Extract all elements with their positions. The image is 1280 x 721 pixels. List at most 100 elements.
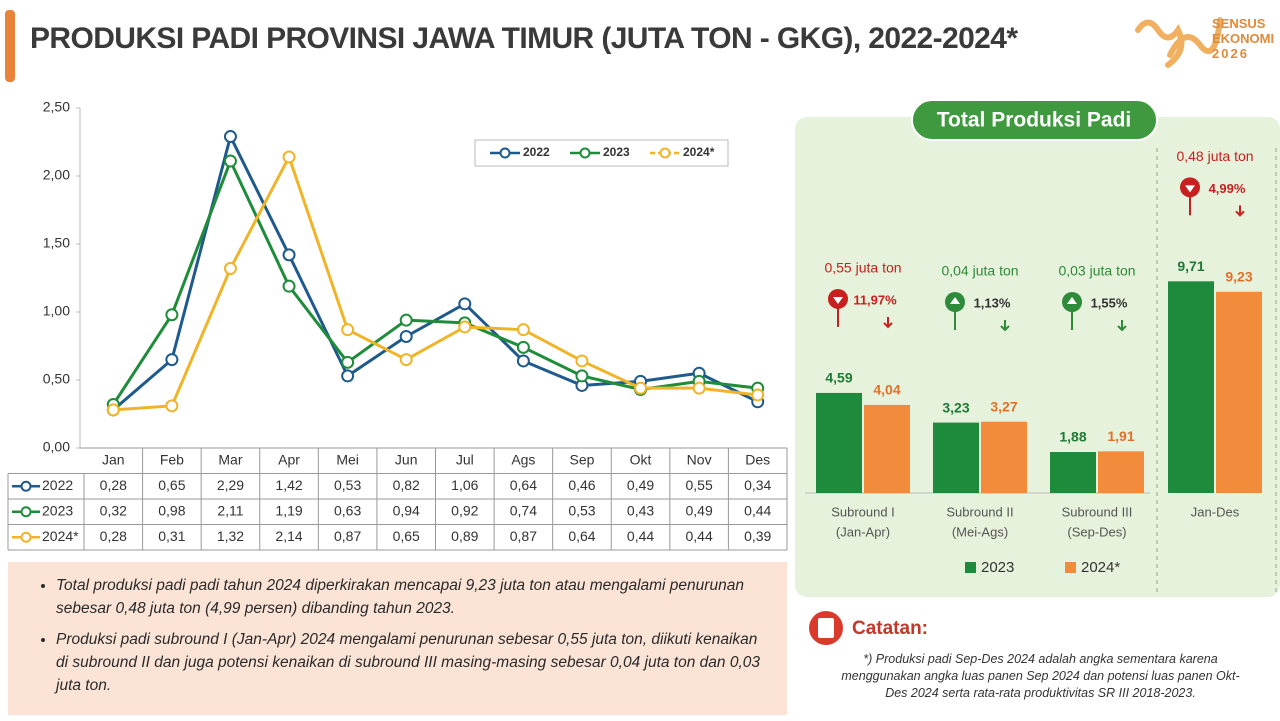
point xyxy=(692,381,706,395)
x-tick-label: Jan-Des xyxy=(1191,504,1240,519)
row-label: 2024* xyxy=(42,528,79,544)
value-label: 9,23 xyxy=(1225,268,1252,284)
table-cell: 0,64 xyxy=(510,477,537,493)
x-tick-label: Jul xyxy=(456,451,474,467)
x-tick-label: (Sep-Des) xyxy=(1067,524,1126,539)
table-cell: 0,64 xyxy=(568,528,595,544)
bar xyxy=(933,422,979,493)
table-cell: 0,28 xyxy=(100,528,127,544)
point xyxy=(341,323,355,337)
note-title: Catatan: xyxy=(852,618,929,639)
point xyxy=(106,403,120,417)
logo-line: 2026 xyxy=(1212,46,1249,61)
value-label: 4,04 xyxy=(873,382,900,398)
table-cell: 0,74 xyxy=(510,502,537,518)
table-cell: 1,32 xyxy=(217,528,244,544)
x-tick-label: Subround I xyxy=(831,504,895,519)
point xyxy=(282,279,296,293)
x-tick-label: Mei xyxy=(336,451,359,467)
point xyxy=(575,369,589,383)
point xyxy=(223,154,237,168)
table-cell: 0,44 xyxy=(744,502,771,518)
legend-label: 2024* xyxy=(1081,559,1120,576)
summary-box: Total produksi padi padi tahun 2024 dipe… xyxy=(8,562,787,715)
series-line xyxy=(113,153,758,412)
point xyxy=(165,308,179,322)
bar xyxy=(864,404,910,493)
change-icon-arrow xyxy=(950,297,960,304)
table-cell: 0,53 xyxy=(334,477,361,493)
value-label: 1,91 xyxy=(1107,428,1134,444)
table-cell: 0,44 xyxy=(627,528,654,544)
point xyxy=(458,320,472,334)
note-text: *) Produksi padi Sep-Des 2024 adalah ang… xyxy=(841,652,1240,700)
change-label: 0,03 juta ton xyxy=(1058,263,1135,279)
point xyxy=(458,297,472,311)
table-cell: 0,49 xyxy=(627,477,654,493)
legend-marker xyxy=(579,147,591,159)
x-tick-label: Mar xyxy=(218,451,242,467)
row-label: 2022 xyxy=(42,477,73,493)
table-cell: 1,42 xyxy=(275,477,302,493)
legend-marker xyxy=(499,147,511,159)
bullet: Total produksi padi padi tahun 2024 dipe… xyxy=(56,574,767,620)
table-cell: 0,63 xyxy=(334,502,361,518)
page-title: PRODUKSI PADI PROVINSI JAWA TIMUR (JUTA … xyxy=(30,22,1018,55)
point xyxy=(575,354,589,368)
bar xyxy=(1050,452,1096,493)
change-label: 0,04 juta ton xyxy=(941,263,1018,279)
legend-label: 2023 xyxy=(603,145,630,159)
point xyxy=(223,130,237,144)
table-cell: 0,87 xyxy=(334,528,361,544)
x-tick-label: Subround III xyxy=(1062,504,1133,519)
row-glyph-marker xyxy=(20,506,32,518)
table-cell: 2,14 xyxy=(275,528,302,544)
x-tick-label: Nov xyxy=(687,451,712,467)
logo-line: EKONOMI xyxy=(1212,31,1275,46)
logo-line: SENSUS xyxy=(1212,16,1266,31)
change-label: 0,48 juta ton xyxy=(1176,148,1253,164)
row-label: 2023 xyxy=(42,502,73,518)
x-tick-label: Ags xyxy=(511,451,535,467)
y-tick-label: 0,00 xyxy=(43,439,70,455)
table-cell: 1,19 xyxy=(275,502,302,518)
table-cell: 0,43 xyxy=(627,502,654,518)
table-cell: 0,98 xyxy=(158,502,185,518)
legend-label: 2022 xyxy=(523,145,550,159)
y-tick-label: 2,00 xyxy=(43,167,70,183)
x-tick-label: Feb xyxy=(160,451,184,467)
table-cell: 0,28 xyxy=(100,477,127,493)
y-tick-label: 1,00 xyxy=(43,303,70,319)
table-cell: 0,65 xyxy=(393,528,420,544)
change-percent: 1,55% xyxy=(1091,295,1128,310)
row-glyph-marker xyxy=(20,531,32,543)
point xyxy=(634,381,648,395)
panel-title: Total Produksi Padi xyxy=(937,109,1131,132)
bar-panel xyxy=(795,117,1280,597)
bar xyxy=(1168,281,1214,493)
y-tick-label: 1,50 xyxy=(43,235,70,251)
x-tick-label: Jan xyxy=(102,451,125,467)
note-icon-paper xyxy=(818,618,834,638)
table-cell: 2,11 xyxy=(217,502,243,518)
table-cell: 0,89 xyxy=(451,528,478,544)
point xyxy=(165,399,179,413)
series-line xyxy=(112,132,759,412)
table-cell: 0,94 xyxy=(393,502,420,518)
table-cell: 0,44 xyxy=(686,528,713,544)
bar xyxy=(1216,291,1262,493)
table-cell: 0,46 xyxy=(568,477,595,493)
bar xyxy=(816,392,862,493)
value-label: 3,23 xyxy=(942,399,969,415)
x-tick-label: Okt xyxy=(630,451,652,467)
legend-swatch xyxy=(965,562,976,573)
table-cell: 0,92 xyxy=(451,502,478,518)
table-cell: 0,32 xyxy=(100,502,127,518)
table-cell: 0,49 xyxy=(686,502,713,518)
point xyxy=(341,369,355,383)
point xyxy=(516,323,530,337)
point xyxy=(223,261,237,275)
change-label: 0,55 juta ton xyxy=(824,260,901,276)
